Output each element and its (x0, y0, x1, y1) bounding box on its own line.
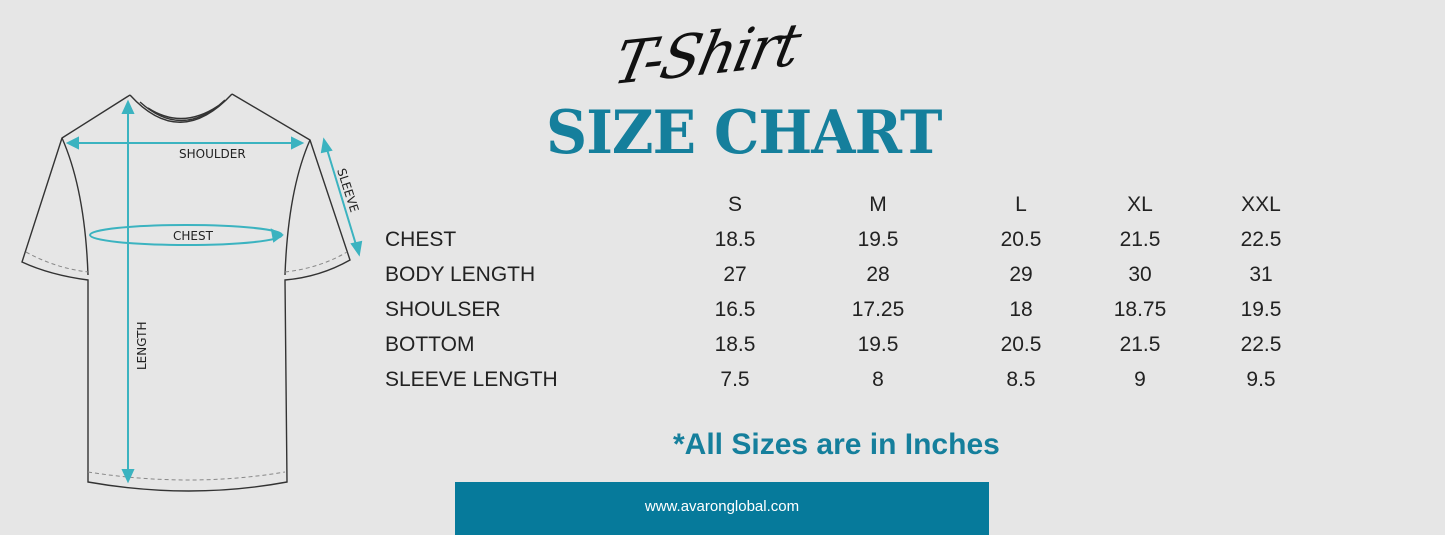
table-cell: 9.5 (1246, 368, 1276, 391)
column-header-xxl: XXL (1241, 193, 1281, 216)
units-note: *All Sizes are in Inches (673, 428, 1000, 461)
table-cell: 21.5 (1119, 333, 1161, 356)
table-cell: 18.5 (714, 228, 756, 251)
footer-banner: www.avaronglobal.com (455, 482, 989, 535)
length-label: LENGTH (135, 322, 149, 370)
column-header-xl: XL (1127, 193, 1153, 216)
table-cell: 31 (1249, 263, 1273, 286)
row-label: SHOULSER (385, 298, 501, 321)
table-cell: 30 (1128, 263, 1152, 286)
row-label: BODY LENGTH (385, 263, 536, 286)
table-cell: 16.5 (714, 298, 756, 321)
table-cell: 19.5 (857, 333, 899, 356)
table-cell: 9 (1134, 368, 1146, 391)
table-cell: 18 (1009, 298, 1033, 321)
row-label: BOTTOM (385, 333, 475, 356)
table-cell: 22.5 (1240, 228, 1282, 251)
column-header-l: L (1015, 193, 1027, 216)
table-cell: 28 (866, 263, 890, 286)
table-cell: 18.75 (1113, 298, 1167, 321)
table-cell: 19.5 (1240, 298, 1282, 321)
script-title: T-Shirt (608, 9, 806, 99)
table-cell: 8.5 (1006, 368, 1036, 391)
table-cell: 21.5 (1119, 228, 1161, 251)
row-label: CHEST (385, 228, 457, 251)
table-cell: 27 (723, 263, 747, 286)
table-cell: 22.5 (1240, 333, 1282, 356)
shoulder-label: SHOULDER (179, 147, 246, 161)
table-cell: 8 (872, 368, 884, 391)
table-cell: 20.5 (1000, 228, 1042, 251)
table-cell: 17.25 (851, 298, 905, 321)
table-cell: 29 (1009, 263, 1033, 286)
page-title: SIZE CHART (546, 98, 942, 168)
column-header-s: S (727, 193, 742, 216)
table-cell: 20.5 (1000, 333, 1042, 356)
sleeve-label: SLEEVE (334, 167, 361, 214)
website-link[interactable]: www.avaronglobal.com (644, 498, 800, 515)
tshirt-diagram: SHOULDER CHEST SLEEVE LENGTH (21, 93, 363, 492)
table-cell: 18.5 (714, 333, 756, 356)
table-cell: 7.5 (720, 368, 750, 391)
column-header-m: M (869, 193, 887, 216)
table-cell: 19.5 (857, 228, 899, 251)
chest-label: CHEST (173, 229, 214, 243)
row-label: SLEEVE LENGTH (385, 368, 558, 391)
